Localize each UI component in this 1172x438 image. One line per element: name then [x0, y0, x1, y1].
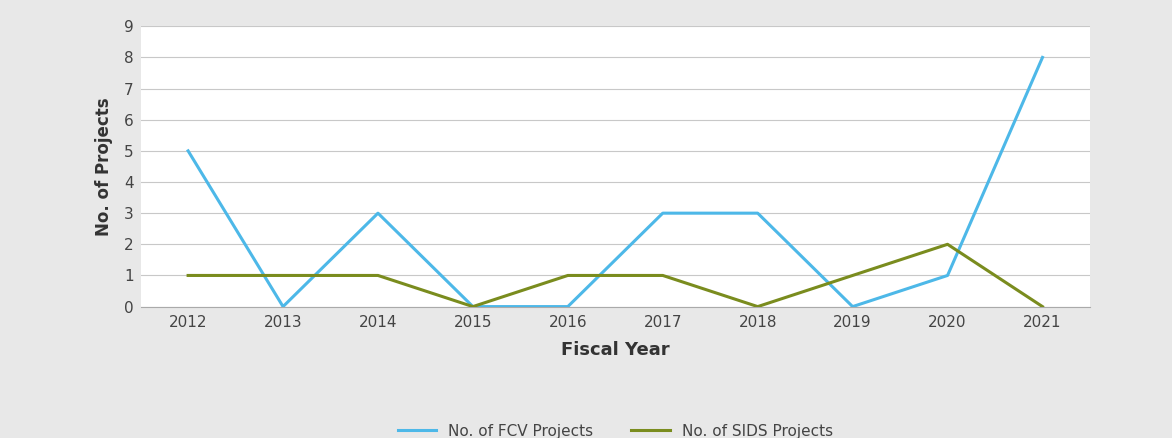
- Legend: No. of FCV Projects, No. of SIDS Projects: No. of FCV Projects, No. of SIDS Project…: [391, 417, 839, 438]
- X-axis label: Fiscal Year: Fiscal Year: [561, 341, 669, 359]
- Y-axis label: No. of Projects: No. of Projects: [95, 97, 113, 236]
